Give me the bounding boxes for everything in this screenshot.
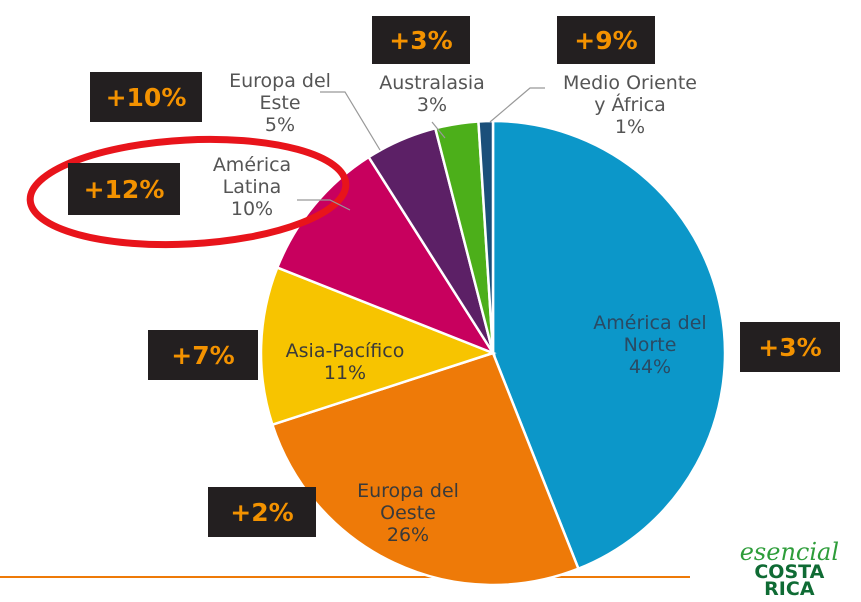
pie-slice <box>491 119 727 571</box>
leader-line <box>297 199 351 211</box>
slice-label: América del Norte 44% <box>588 312 712 378</box>
category-label: América Latina <box>212 154 292 198</box>
value-label: 44% <box>628 356 672 378</box>
highlight-ring <box>26 135 350 249</box>
value-label: 1% <box>614 116 646 138</box>
slice-label: Medio Oriente y África 1% <box>560 72 700 138</box>
category-label: Europa del Este <box>229 70 331 114</box>
leader-line <box>320 91 381 151</box>
slice-label: Europa del Este 5% <box>218 70 342 136</box>
leader-line <box>431 121 446 139</box>
value-label: 3% <box>416 94 448 116</box>
category-label: Asia-Pacífico <box>285 340 405 362</box>
category-label: Medio Oriente y África <box>562 72 697 116</box>
value-label: 10% <box>230 198 274 220</box>
growth-badge: +10% <box>90 72 202 122</box>
growth-badge: +12% <box>68 163 180 215</box>
category-label: América del Norte <box>593 312 707 356</box>
value-label: 26% <box>386 524 430 546</box>
pie-slice <box>259 265 497 427</box>
slice-label: Asia-Pacífico 11% <box>255 340 435 384</box>
pie-slice <box>477 119 495 354</box>
growth-badge: +3% <box>740 322 840 372</box>
leader-line <box>489 87 545 123</box>
pie-slice <box>270 351 581 587</box>
value-label: 11% <box>323 362 367 384</box>
logo-word: COSTA <box>754 561 825 583</box>
logo: esencial COSTA RICA <box>739 538 839 600</box>
growth-badge: +3% <box>372 16 470 64</box>
slice-label: Australasia 3% <box>367 72 497 116</box>
category-label: Europa del Oeste <box>357 480 459 524</box>
logo-script: esencial <box>739 538 839 566</box>
slice-label: Europa del Oeste 26% <box>346 480 470 546</box>
value-label: 5% <box>264 114 296 136</box>
growth-badge: +9% <box>557 16 655 64</box>
slice-label: América Latina 10% <box>202 154 302 220</box>
logo-word: RICA <box>764 578 815 600</box>
leader-lines <box>297 87 545 211</box>
growth-badge: +7% <box>148 330 258 380</box>
category-label: Australasia <box>379 72 485 94</box>
growth-badge: +2% <box>208 487 316 537</box>
